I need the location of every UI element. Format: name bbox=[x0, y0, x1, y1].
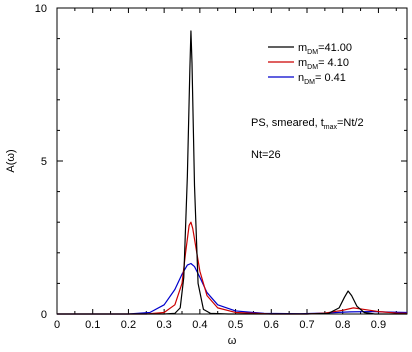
x-tick-label: 0.8 bbox=[335, 319, 350, 331]
y-axis-ticks: 0 5 10 bbox=[35, 3, 407, 321]
legend-label-sub: DM bbox=[304, 79, 315, 86]
series-line-0 bbox=[57, 30, 407, 315]
x-axis-label: ω bbox=[228, 335, 237, 347]
y-axis-label: A(ω) bbox=[5, 149, 17, 172]
series-lines bbox=[57, 30, 408, 315]
legend-label-main: m bbox=[298, 42, 307, 54]
x-tick-label: 0.1 bbox=[85, 319, 100, 331]
annotation-method-prefix: PS, smeared, t bbox=[251, 117, 324, 129]
x-axis-ticks: 0 0.1 0.2 0.3 0.4 0.5 0.6 0.7 0.8 0.9 bbox=[54, 8, 397, 331]
legend-label-0: mDM=41.00 bbox=[298, 42, 352, 56]
series-line-2 bbox=[57, 262, 408, 315]
legend-label-2: nDM= 0.41 bbox=[298, 72, 346, 86]
legend-label-sub: DM bbox=[307, 49, 318, 56]
annotation-method: PS, smeared, tmax=Nt/2 bbox=[251, 117, 364, 131]
x-tick-label: 0 bbox=[54, 319, 60, 331]
legend-label-main: n bbox=[298, 72, 304, 84]
y-tick-label: 10 bbox=[35, 3, 47, 15]
annotation-nt: Nt=26 bbox=[251, 149, 281, 161]
x-tick-label: 0.2 bbox=[121, 319, 136, 331]
x-tick-label: 0.5 bbox=[228, 319, 243, 331]
y-tick-label: 0 bbox=[41, 309, 47, 321]
x-tick-label: 0.4 bbox=[192, 319, 207, 331]
x-tick-label: 0.3 bbox=[156, 319, 171, 331]
x-tick-label: 0.9 bbox=[371, 319, 386, 331]
annotation-method-sub: max bbox=[324, 124, 338, 131]
legend-label-1: mDM= 4.10 bbox=[298, 57, 349, 71]
legend-label-sub: DM bbox=[307, 64, 318, 71]
legend-label-value: = 4.10 bbox=[318, 57, 349, 69]
legend-label-main: m bbox=[298, 57, 307, 69]
series-line-1 bbox=[57, 221, 408, 315]
x-tick-label: 0.7 bbox=[299, 319, 314, 331]
legend-label-value: = 0.41 bbox=[315, 72, 346, 84]
annotation-method-suffix: =Nt/2 bbox=[337, 117, 364, 129]
y-tick-label: 5 bbox=[41, 156, 47, 168]
legend-label-value: =41.00 bbox=[318, 42, 352, 54]
plot-frame bbox=[56, 7, 408, 315]
x-tick-label: 0.6 bbox=[264, 319, 279, 331]
